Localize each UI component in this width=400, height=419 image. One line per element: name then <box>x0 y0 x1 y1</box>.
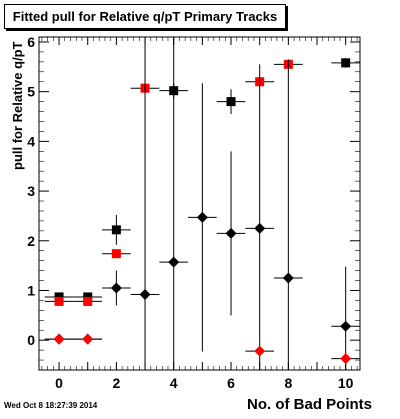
square-marker <box>83 296 93 306</box>
diamond-marker <box>254 222 266 234</box>
x-tick-label: 10 <box>338 375 354 391</box>
diamond-marker <box>139 288 151 300</box>
chart-title: Fitted pull for Relative q/pT Primary Tr… <box>4 4 286 29</box>
timestamp: Wed Oct 8 18:27:39 2014 <box>4 401 98 410</box>
y-tick-label: 3 <box>27 183 35 199</box>
square-marker <box>54 296 64 306</box>
diamond-marker <box>340 353 352 365</box>
square-marker <box>111 225 121 235</box>
y-tick-label: 5 <box>27 84 35 100</box>
y-tick-label: 4 <box>27 133 35 149</box>
y-axis-label: pull for Relative q/pT <box>10 41 25 170</box>
x-axis-label: No. of Bad Points <box>247 396 372 413</box>
diamond-marker <box>254 345 266 357</box>
x-tick-label: 4 <box>170 375 178 391</box>
diamond-marker <box>340 320 352 332</box>
y-tick-label: 0 <box>27 332 35 348</box>
diamond-marker <box>53 333 65 345</box>
square-marker <box>111 249 121 259</box>
diamond-marker <box>282 272 294 284</box>
x-tick-label: 8 <box>284 375 292 391</box>
diamond-marker <box>110 282 122 294</box>
x-tick-label: 0 <box>55 375 63 391</box>
diamond-marker <box>225 227 237 239</box>
y-tick-label: 6 <box>27 34 35 50</box>
x-tick-label: 2 <box>112 375 120 391</box>
diamond-marker <box>196 211 208 223</box>
square-marker <box>341 58 351 68</box>
y-tick-label: 1 <box>27 282 35 298</box>
y-tick-label: 2 <box>27 233 35 249</box>
diamond-marker <box>168 256 180 268</box>
square-marker <box>226 97 236 107</box>
x-tick-label: 6 <box>227 375 235 391</box>
diamond-marker <box>82 333 94 345</box>
plot-frame <box>38 36 361 371</box>
